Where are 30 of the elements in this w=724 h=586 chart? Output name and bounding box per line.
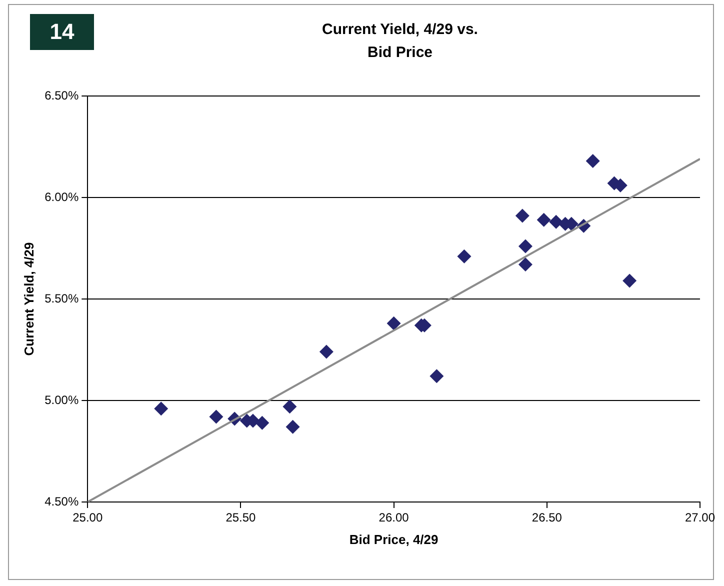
x-tick-label: 25.50 xyxy=(226,510,256,525)
y-tick-label: 5.00% xyxy=(44,392,79,407)
point xyxy=(386,316,401,330)
x-tick-label: 25.00 xyxy=(72,510,103,525)
point xyxy=(286,420,300,434)
point xyxy=(586,154,600,168)
chart-title: Current Yield, 4/29 vs. Bid Price xyxy=(321,20,479,63)
text: 14 xyxy=(30,14,94,50)
y-tick-label: 5.50% xyxy=(44,291,79,306)
point xyxy=(319,344,334,359)
point xyxy=(430,369,444,384)
point xyxy=(282,400,297,414)
x-axis-title: Bid Price, 4/29 xyxy=(349,532,438,547)
point xyxy=(255,416,270,430)
point xyxy=(457,249,472,264)
point xyxy=(209,410,224,424)
point xyxy=(549,214,564,229)
point xyxy=(518,257,532,272)
point xyxy=(536,212,551,227)
y-tick-label: 6.00% xyxy=(44,190,79,204)
x-tick-label: 27.00 xyxy=(684,510,716,525)
x-tick-label: 26.00 xyxy=(378,510,410,525)
y-axis-title: Current Yield, 4/29 xyxy=(21,242,36,356)
x-tick-label: 26.50 xyxy=(532,510,562,525)
point xyxy=(154,402,168,416)
point xyxy=(518,239,532,254)
point xyxy=(622,274,637,288)
point xyxy=(515,208,530,223)
y-tick-label: 4.50% xyxy=(44,494,79,508)
y-tick-label: 6.50% xyxy=(44,88,79,102)
